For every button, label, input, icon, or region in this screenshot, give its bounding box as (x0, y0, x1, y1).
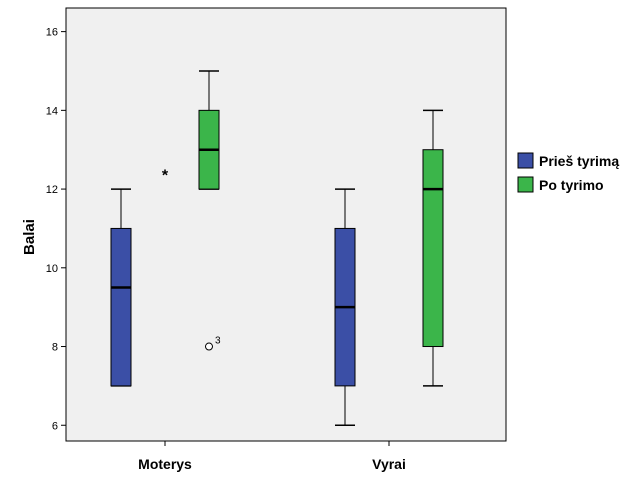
series-2-moterys-outlier-1 (205, 342, 213, 351)
legend-label-1: Prieš tyrimą (539, 153, 619, 169)
legend-label-2: Po tyrimo (539, 177, 604, 193)
y-tick-label-8: 8 (52, 342, 58, 354)
series-1-moterys-box (110, 227, 132, 387)
series-2-vyrai-box (422, 149, 444, 348)
legend-swatch-2 (517, 176, 534, 193)
y-tick-label-12: 12 (46, 184, 58, 196)
legend: Prieš tyrimą Po tyrimo (517, 152, 619, 193)
plot-layer: 6 8 10 12 14 16 Moterys Vyrai 3 * (46, 7, 507, 472)
y-tick-label-6: 6 (52, 420, 58, 432)
x-tick-label-moterys: Moterys (138, 456, 192, 472)
y-axis-label: Balai (21, 219, 38, 255)
legend-swatch-1 (517, 152, 534, 169)
y-tick-label-14: 14 (46, 105, 58, 117)
x-tick-label-vyrai: Vyrai (372, 456, 406, 472)
y-tick-label-16: 16 (46, 27, 58, 39)
y-tick-label-10: 10 (46, 263, 58, 275)
series-2-moterys-outlier-label-1: 3 (215, 336, 221, 347)
series-2-moterys-extreme-1: * (162, 167, 169, 184)
